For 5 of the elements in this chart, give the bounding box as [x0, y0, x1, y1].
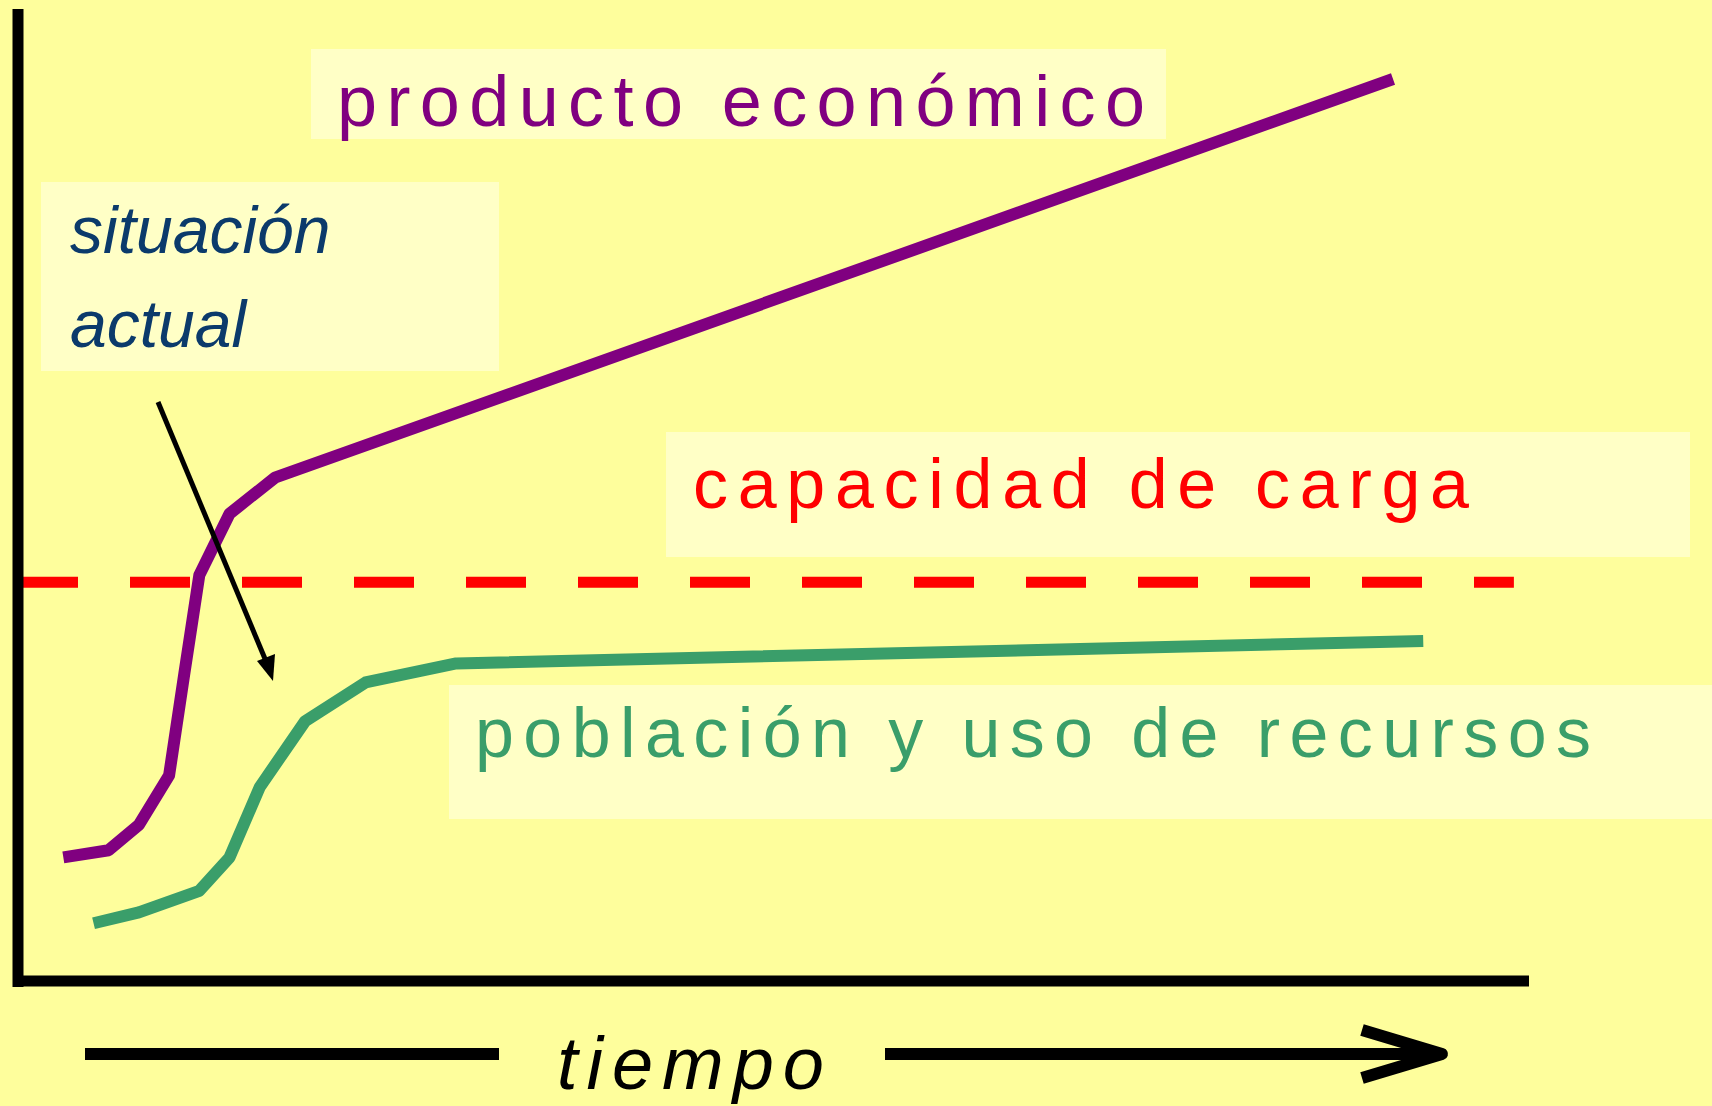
series-label: producto económico [337, 61, 1145, 141]
x-axis-title: tiempo [557, 1022, 824, 1105]
ref-line-label: capacidad de carga [693, 445, 1470, 523]
annotation: situación actual [70, 193, 331, 361]
series-label: población y uso de recursos [475, 694, 1591, 772]
